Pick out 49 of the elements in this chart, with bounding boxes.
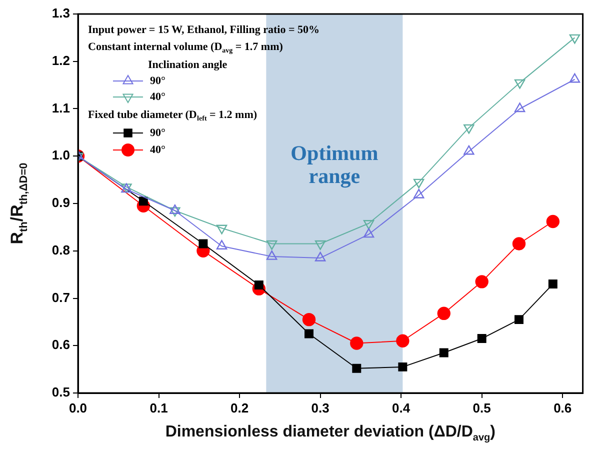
- y-axis-title: Rth/Rth,ΔD=0: [8, 162, 30, 244]
- legend-label: 90°: [150, 74, 166, 87]
- point: [514, 315, 524, 324]
- point: [304, 329, 314, 338]
- y-tick-label: 0.9: [52, 195, 70, 210]
- point: [138, 196, 148, 206]
- y-tick-label: 1.1: [52, 100, 70, 116]
- legend-label: 90°: [150, 126, 166, 139]
- x-tick-label: 0.3: [311, 400, 330, 416]
- point: [350, 336, 364, 350]
- point: [314, 240, 326, 250]
- y-tick-label: 1.0: [52, 148, 70, 163]
- point: [363, 220, 374, 230]
- legend-label: 40°: [150, 90, 166, 103]
- x-tick-label: 0.1: [150, 400, 168, 416]
- point: [413, 178, 424, 188]
- point: [170, 207, 180, 217]
- point: [198, 239, 208, 248]
- x-tick-label: 0.0: [68, 400, 88, 416]
- point: [352, 364, 362, 373]
- point: [514, 79, 526, 89]
- band-label: Optimum range: [290, 141, 379, 188]
- point: [569, 34, 580, 44]
- x-tick-label: 0.4: [392, 400, 411, 416]
- point: [512, 237, 526, 250]
- point: [475, 275, 488, 288]
- point: [439, 348, 448, 358]
- y-tick-label: 1.3: [52, 6, 70, 21]
- x-tick-label: 0.2: [230, 400, 249, 416]
- point: [548, 280, 558, 289]
- point: [546, 214, 560, 228]
- point: [216, 224, 228, 234]
- point: [266, 240, 278, 250]
- x-tick-label: 0.6: [554, 400, 572, 416]
- legend-label: 40°: [150, 144, 166, 156]
- y-tick-label: 1.2: [52, 52, 70, 68]
- y-tick-label: 0.6: [52, 337, 70, 352]
- y-tick-label: 0.8: [52, 242, 70, 258]
- point: [477, 334, 486, 344]
- y-tick-label: 0.7: [52, 290, 70, 305]
- point: [464, 124, 474, 134]
- annotation: Input power = 15 W, Ethanol, Filling ratio = 50%: [88, 24, 320, 36]
- x-tick-label: 0.5: [472, 400, 491, 416]
- point: [398, 362, 408, 372]
- point: [396, 334, 410, 348]
- point: [437, 306, 450, 320]
- point: [302, 312, 316, 326]
- y-tick-label: 0.5: [52, 384, 70, 400]
- legend-title: Inclination angle: [148, 58, 228, 71]
